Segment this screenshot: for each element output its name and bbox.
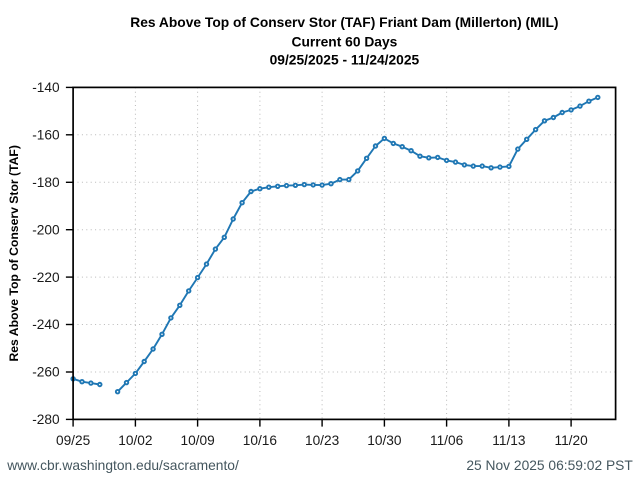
svg-text:-180: -180: [32, 175, 60, 190]
svg-text:10/02: 10/02: [118, 433, 152, 448]
svg-text:www.cbr.washington.edu/sacrame: www.cbr.washington.edu/sacramento/: [6, 458, 239, 473]
svg-text:Current 60 Days: Current 60 Days: [291, 34, 397, 49]
svg-text:10/16: 10/16: [243, 433, 278, 448]
svg-text:11/13: 11/13: [492, 433, 526, 448]
svg-text:10/23: 10/23: [305, 433, 340, 448]
svg-text:-220: -220: [32, 270, 60, 285]
svg-text:-200: -200: [32, 222, 60, 237]
svg-text:-140: -140: [32, 80, 60, 95]
svg-text:10/30: 10/30: [367, 433, 402, 448]
svg-text:10/09: 10/09: [180, 433, 214, 448]
svg-text:09/25/2025 - 11/24/2025: 09/25/2025 - 11/24/2025: [270, 52, 420, 67]
svg-text:25 Nov 2025 06:59:02 PST: 25 Nov 2025 06:59:02 PST: [466, 458, 633, 473]
svg-text:09/25: 09/25: [56, 433, 91, 448]
svg-text:Res Above Top of Conserv Stor: Res Above Top of Conserv Stor (TAF) Fria…: [130, 15, 558, 30]
svg-text:-160: -160: [32, 128, 60, 143]
svg-text:-240: -240: [32, 317, 60, 332]
svg-text:11/20: 11/20: [554, 433, 588, 448]
svg-text:-280: -280: [32, 412, 60, 427]
svg-text:Res Above Top of Conserv Stor: Res Above Top of Conserv Stor (TAF): [7, 145, 21, 361]
svg-text:11/06: 11/06: [430, 433, 464, 448]
svg-text:-260: -260: [32, 365, 60, 380]
